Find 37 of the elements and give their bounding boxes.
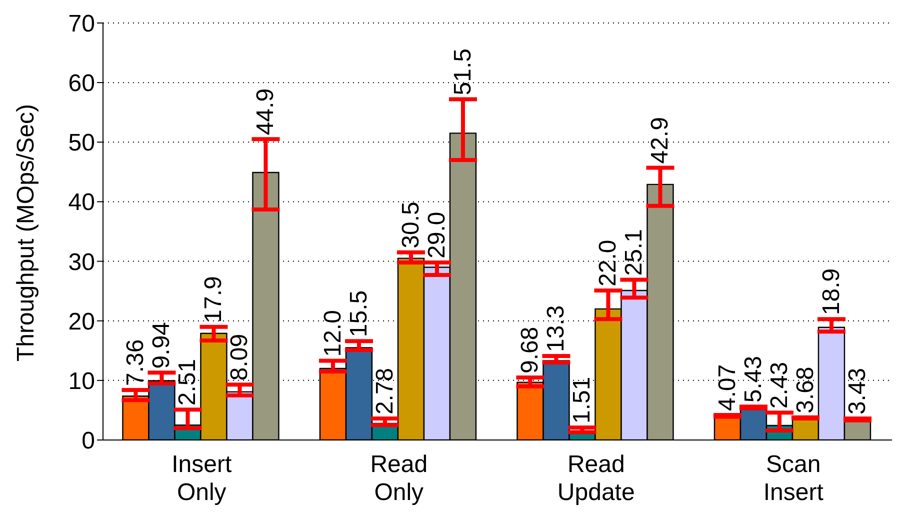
data-label: 22.0 [594, 240, 622, 286]
y-tick-label: 50 [68, 130, 95, 157]
data-label: 30.5 [397, 202, 424, 248]
x-tick-label: Read Only [370, 451, 428, 506]
data-label: 7.36 [122, 339, 150, 386]
y-tick-label: 0 [82, 428, 95, 455]
data-label: 25.1 [620, 229, 648, 276]
data-label: 42.9 [646, 117, 674, 164]
y-tick-label: 70 [68, 10, 95, 38]
data-label: 9.68 [516, 326, 544, 374]
x-tick-label: Insert Only [172, 451, 232, 506]
data-label: 2.43 [766, 362, 793, 409]
data-label: 2.51 [174, 358, 202, 406]
data-label: 12.0 [319, 310, 346, 357]
data-label: 18.9 [818, 268, 845, 316]
data-label: 4.07 [714, 364, 741, 411]
data-label: 2.78 [371, 368, 398, 415]
y-tick-label: 30 [68, 248, 95, 276]
data-label: 1.51 [568, 376, 596, 424]
data-label: 3.68 [792, 366, 819, 414]
y-tick-label: 20 [68, 308, 95, 336]
data-label: 29.0 [423, 212, 450, 258]
y-axis-title: Throughput (MOps/Sec) [12, 104, 40, 362]
data-label: 17.9 [200, 276, 228, 323]
data-label: 9.94 [148, 322, 176, 369]
data-label: 5.43 [740, 356, 767, 403]
data-label: 8.09 [226, 334, 254, 381]
data-label: 15.5 [345, 290, 372, 338]
x-tick-label: Read Update [557, 451, 635, 506]
data-label: 44.9 [252, 88, 280, 136]
data-label: 51.5 [449, 48, 476, 96]
data-label: 3.43 [844, 368, 871, 415]
y-tick-label: 10 [68, 368, 95, 395]
y-tick-label: 40 [68, 189, 95, 216]
x-tick-label: Scan Insert [763, 451, 824, 506]
y-tick-label: 60 [68, 70, 95, 98]
data-label: 13.3 [542, 305, 570, 352]
